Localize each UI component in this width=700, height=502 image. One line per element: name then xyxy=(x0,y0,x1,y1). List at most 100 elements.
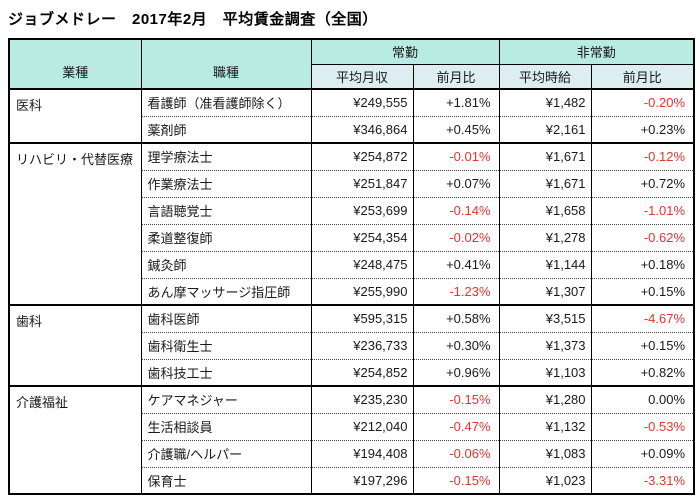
hourly-mom-cell: +0.18% xyxy=(590,250,695,278)
hourly-mom-cell: +0.15% xyxy=(590,277,695,305)
wage-table: 業種 職種 常勤 非常勤 平均月収 前月比 平均時給 前月比 医科 看護師（准看護… xyxy=(8,38,696,495)
avg-monthly-cell: ¥251,847 xyxy=(310,169,414,197)
monthly-mom-cell: -0.01% xyxy=(412,142,500,170)
industry-cell: 介護福祉 xyxy=(8,385,142,494)
industry-cell: 歯科 xyxy=(8,304,142,386)
avg-hourly-cell: ¥2,161 xyxy=(498,115,592,143)
table-row: 歯科技工士 ¥254,852 +0.96% ¥1,103 +0.82% xyxy=(9,358,695,386)
avg-monthly-cell: ¥235,230 xyxy=(310,385,414,413)
hourly-mom-cell: -3.31% xyxy=(590,466,695,494)
avg-hourly-cell: ¥1,280 xyxy=(498,385,592,413)
hourly-mom-cell: -4.67% xyxy=(590,304,695,332)
header-fulltime: 常勤 xyxy=(310,38,500,65)
table-row: 歯科衛生士 ¥236,733 +0.30% ¥1,373 +0.15% xyxy=(9,331,695,359)
avg-monthly-cell: ¥194,408 xyxy=(310,439,414,467)
monthly-mom-cell: +0.30% xyxy=(412,331,500,359)
table-row: 介護職/ヘルパー ¥194,408 -0.06% ¥1,083 +0.09% xyxy=(9,439,695,467)
hourly-mom-cell: -0.62% xyxy=(590,223,695,251)
avg-hourly-cell: ¥1,482 xyxy=(498,88,592,116)
header-parttime: 非常勤 xyxy=(498,38,695,65)
avg-monthly-cell: ¥346,864 xyxy=(310,115,414,143)
monthly-mom-cell: -0.15% xyxy=(412,385,500,413)
avg-hourly-cell: ¥1,307 xyxy=(498,277,592,305)
header-mom-monthly: 前月比 xyxy=(412,63,500,90)
avg-monthly-cell: ¥254,872 xyxy=(310,142,414,170)
hourly-mom-cell: -0.20% xyxy=(590,88,695,116)
job-cell: ケアマネジャー xyxy=(140,385,312,413)
avg-hourly-cell: ¥1,658 xyxy=(498,196,592,224)
job-cell: 歯科衛生士 xyxy=(140,331,312,359)
table-row: あん摩マッサージ指圧師 ¥255,990 -1.23% ¥1,307 +0.15% xyxy=(9,277,695,305)
monthly-mom-cell: -1.23% xyxy=(412,277,500,305)
avg-monthly-cell: ¥254,852 xyxy=(310,358,414,386)
avg-monthly-cell: ¥212,040 xyxy=(310,412,414,440)
hourly-mom-cell: -0.12% xyxy=(590,142,695,170)
industry-cell: 医科 xyxy=(8,88,142,143)
hourly-mom-cell: +0.82% xyxy=(590,358,695,386)
avg-hourly-cell: ¥1,278 xyxy=(498,223,592,251)
table-row: 作業療法士 ¥251,847 +0.07% ¥1,671 +0.72% xyxy=(9,169,695,197)
table-row: 薬剤師 ¥346,864 +0.45% ¥2,161 +0.23% xyxy=(9,115,695,143)
avg-monthly-cell: ¥248,475 xyxy=(310,250,414,278)
table-row: 鍼灸師 ¥248,475 +0.41% ¥1,144 +0.18% xyxy=(9,250,695,278)
table-row: リハビリ・代替医療 理学療法士 ¥254,872 -0.01% ¥1,671 -0.12% xyxy=(8,142,695,305)
table-row: 保育士 ¥197,296 -0.15% ¥1,023 -3.31% xyxy=(9,466,695,494)
header-avg-monthly: 平均月収 xyxy=(310,63,414,90)
avg-hourly-cell: ¥1,671 xyxy=(498,142,592,170)
header-industry: 業種 xyxy=(8,38,142,90)
header-mom-hourly: 前月比 xyxy=(590,63,695,90)
avg-hourly-cell: ¥1,671 xyxy=(498,169,592,197)
header-avg-hourly: 平均時給 xyxy=(498,63,592,90)
header-job: 職種 xyxy=(140,38,312,90)
hourly-mom-cell: +0.72% xyxy=(590,169,695,197)
job-cell: 薬剤師 xyxy=(140,115,312,143)
hourly-mom-cell: +0.23% xyxy=(590,115,695,143)
table-row: 介護福祉 ケアマネジャー ¥235,230 -0.15% ¥1,280 0.00% xyxy=(8,385,695,494)
table-row: 医科 看護師（准看護師除く） ¥249,555 +1.81% ¥1,482 -0.20% xyxy=(8,88,695,143)
job-cell: 言語聴覚士 xyxy=(140,196,312,224)
avg-hourly-cell: ¥1,023 xyxy=(498,466,592,494)
hourly-mom-cell: -1.01% xyxy=(590,196,695,224)
monthly-mom-cell: +0.07% xyxy=(412,169,500,197)
monthly-mom-cell: -0.47% xyxy=(412,412,500,440)
job-cell: 生活相談員 xyxy=(140,412,312,440)
avg-hourly-cell: ¥1,144 xyxy=(498,250,592,278)
job-cell: 歯科技工士 xyxy=(140,358,312,386)
hourly-mom-cell: 0.00% xyxy=(590,385,695,413)
avg-hourly-cell: ¥1,132 xyxy=(498,412,592,440)
monthly-mom-cell: -0.02% xyxy=(412,223,500,251)
hourly-mom-cell: -0.53% xyxy=(590,412,695,440)
industry-cell: リハビリ・代替医療 xyxy=(8,142,142,305)
hourly-mom-cell: +0.09% xyxy=(590,439,695,467)
avg-hourly-cell: ¥3,515 xyxy=(498,304,592,332)
avg-monthly-cell: ¥197,296 xyxy=(310,466,414,494)
monthly-mom-cell: -0.15% xyxy=(412,466,500,494)
table-row: 歯科 歯科医師 ¥595,315 +0.58% ¥3,515 -4.67% xyxy=(8,304,695,386)
job-cell: あん摩マッサージ指圧師 xyxy=(140,277,312,305)
table-row: 柔道整復師 ¥254,354 -0.02% ¥1,278 -0.62% xyxy=(9,223,695,251)
table-row: 生活相談員 ¥212,040 -0.47% ¥1,132 -0.53% xyxy=(9,412,695,440)
page-title: ジョブメドレー 2017年2月 平均賃金調査（全国） xyxy=(8,11,378,28)
avg-monthly-cell: ¥236,733 xyxy=(310,331,414,359)
job-cell: 看護師（准看護師除く） xyxy=(140,88,312,116)
job-cell: 作業療法士 xyxy=(140,169,312,197)
monthly-mom-cell: +0.45% xyxy=(412,115,500,143)
table-body: 医科 看護師（准看護師除く） ¥249,555 +1.81% ¥1,482 -0.20% 薬… xyxy=(8,88,695,494)
avg-monthly-cell: ¥254,354 xyxy=(310,223,414,251)
avg-monthly-cell: ¥253,699 xyxy=(310,196,414,224)
monthly-mom-cell: +0.41% xyxy=(412,250,500,278)
avg-hourly-cell: ¥1,103 xyxy=(498,358,592,386)
avg-hourly-cell: ¥1,083 xyxy=(498,439,592,467)
monthly-mom-cell: -0.06% xyxy=(412,439,500,467)
job-cell: 鍼灸師 xyxy=(140,250,312,278)
monthly-mom-cell: +0.58% xyxy=(412,304,500,332)
job-cell: 歯科医師 xyxy=(140,304,312,332)
avg-monthly-cell: ¥255,990 xyxy=(310,277,414,305)
job-cell: 理学療法士 xyxy=(140,142,312,170)
avg-monthly-cell: ¥595,315 xyxy=(310,304,414,332)
job-cell: 保育士 xyxy=(140,466,312,494)
job-cell: 柔道整復師 xyxy=(140,223,312,251)
monthly-mom-cell: +1.81% xyxy=(412,88,500,116)
monthly-mom-cell: -0.14% xyxy=(412,196,500,224)
